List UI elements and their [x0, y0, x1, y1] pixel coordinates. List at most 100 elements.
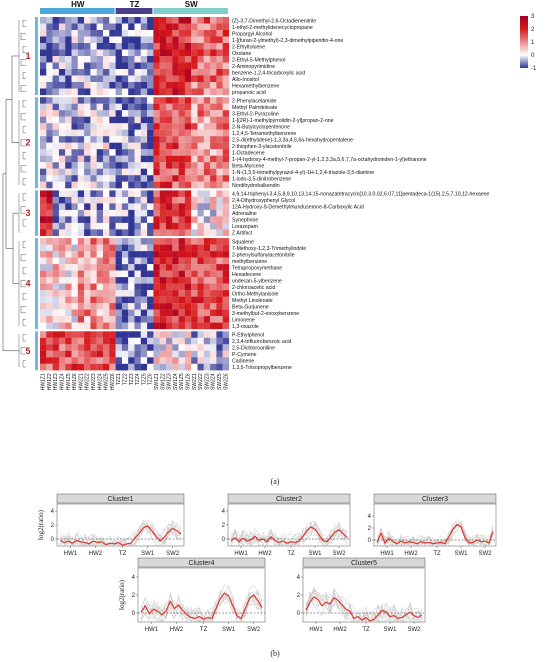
heatmap-cell [71, 229, 78, 236]
heatmap-cell [210, 216, 217, 223]
heatmap-cell [140, 129, 148, 137]
heatmap-cell [84, 75, 91, 83]
heatmap-cell [77, 155, 85, 163]
heatmap-cell [222, 303, 230, 310]
heatmap-cell [90, 283, 97, 291]
heatmap-cell [84, 270, 91, 278]
heatmap-cell [109, 222, 116, 230]
heatmap-cell [172, 30, 179, 37]
heatmap-cell [58, 322, 66, 330]
heatmap-cell [115, 222, 122, 230]
heatmap-cell [184, 149, 192, 156]
heatmap-cell [115, 175, 122, 182]
heatmap-cell [52, 283, 59, 291]
heatmap-cell [96, 196, 104, 204]
heatmap-cell [184, 350, 192, 358]
heatmap-cell [140, 322, 148, 330]
heatmap-cell [197, 331, 204, 338]
column-label: HW2Z6 [110, 373, 116, 390]
heatmap-cell [172, 82, 179, 89]
panel-title-strip [227, 493, 351, 504]
heatmap-cell [216, 88, 223, 96]
heatmap-cell [96, 322, 104, 330]
heatmap-cell [159, 203, 167, 210]
heatmap-cell [96, 209, 104, 217]
heatmap-cell [159, 283, 167, 291]
dendrogram-branch [22, 334, 26, 342]
heatmap-cell [153, 155, 160, 163]
heatmap-cell [191, 136, 198, 143]
heatmap-cell [172, 97, 179, 104]
heatmap-cell [172, 350, 179, 358]
heatmap-cell [153, 244, 160, 252]
heatmap-cell [184, 290, 192, 297]
heatmap-cell [140, 175, 148, 182]
row-label: Oxolane [232, 51, 251, 57]
heatmap-cell [203, 257, 211, 265]
heatmap-cell [216, 30, 223, 37]
x-tick-label: SW1 [308, 551, 322, 557]
heatmap-cell [121, 17, 129, 24]
heatmap-cell [90, 309, 97, 317]
heatmap-cell [115, 196, 122, 204]
heatmap-cell [153, 75, 160, 83]
heatmap-cell [77, 290, 85, 297]
heatmap-cell [58, 123, 66, 130]
heatmap-cell [90, 322, 97, 330]
heatmap-cell [52, 322, 59, 330]
heatmap-cell [184, 43, 192, 50]
heatmap-cell [77, 175, 85, 182]
heatmap-cell [216, 97, 223, 104]
heatmap-cell [109, 322, 116, 330]
heatmap-cell [103, 62, 110, 70]
heatmap-cell [46, 36, 53, 44]
heatmap-cell [77, 62, 85, 70]
heatmap-cell [178, 88, 185, 96]
heatmap-cell [197, 190, 204, 197]
heatmap-cell [210, 209, 217, 217]
heatmap-cell [71, 129, 78, 137]
heatmap-cell [203, 303, 211, 310]
heatmap-cell [77, 129, 85, 137]
row-label: 2-Ethyl-5-Methylphenol [232, 57, 285, 63]
heatmap-cell [216, 136, 223, 143]
heatmap-cell [222, 69, 230, 76]
heatmap-cell [184, 322, 192, 330]
heatmap-cell [58, 136, 66, 143]
heatmap-cell [159, 175, 167, 182]
heatmap-cell [184, 244, 192, 252]
heatmap-cell [109, 270, 116, 278]
heatmap-cell [71, 337, 78, 345]
dendrogram-branch [22, 178, 26, 186]
heatmap-cell [109, 97, 116, 104]
heatmap-cell [40, 181, 47, 189]
heatmap-cell [172, 69, 179, 76]
heatmap-cell [121, 303, 129, 310]
heatmap-cell [210, 142, 217, 150]
column-label: HW2Z1 [78, 373, 84, 390]
heatmap-cell [222, 97, 230, 104]
heatmap-cell [77, 168, 85, 176]
y-tick-label: 0 [132, 611, 136, 617]
heatmap-cell [216, 123, 223, 130]
heatmap-cell [222, 209, 230, 217]
heatmap-cell [58, 244, 66, 252]
column-label: HW1Z2 [47, 373, 53, 390]
column-label: TZZ1 [116, 373, 122, 385]
heatmap-cell [216, 251, 223, 258]
heatmap-cell [84, 149, 91, 156]
heatmap-cell [52, 296, 59, 304]
panel-title-strip [373, 493, 497, 504]
heatmap-cell [197, 62, 204, 70]
heatmap-cell [166, 344, 173, 351]
heatmap-cell [197, 337, 204, 345]
heatmap-cell [147, 162, 154, 169]
heatmap-cell [71, 149, 78, 156]
heatmap-cell [222, 175, 230, 182]
heatmap-cell [159, 168, 167, 176]
heatmap-cell [191, 296, 198, 304]
heatmap-cell [96, 129, 104, 137]
heatmap-cell [115, 17, 122, 24]
heatmap-cell [216, 296, 223, 304]
